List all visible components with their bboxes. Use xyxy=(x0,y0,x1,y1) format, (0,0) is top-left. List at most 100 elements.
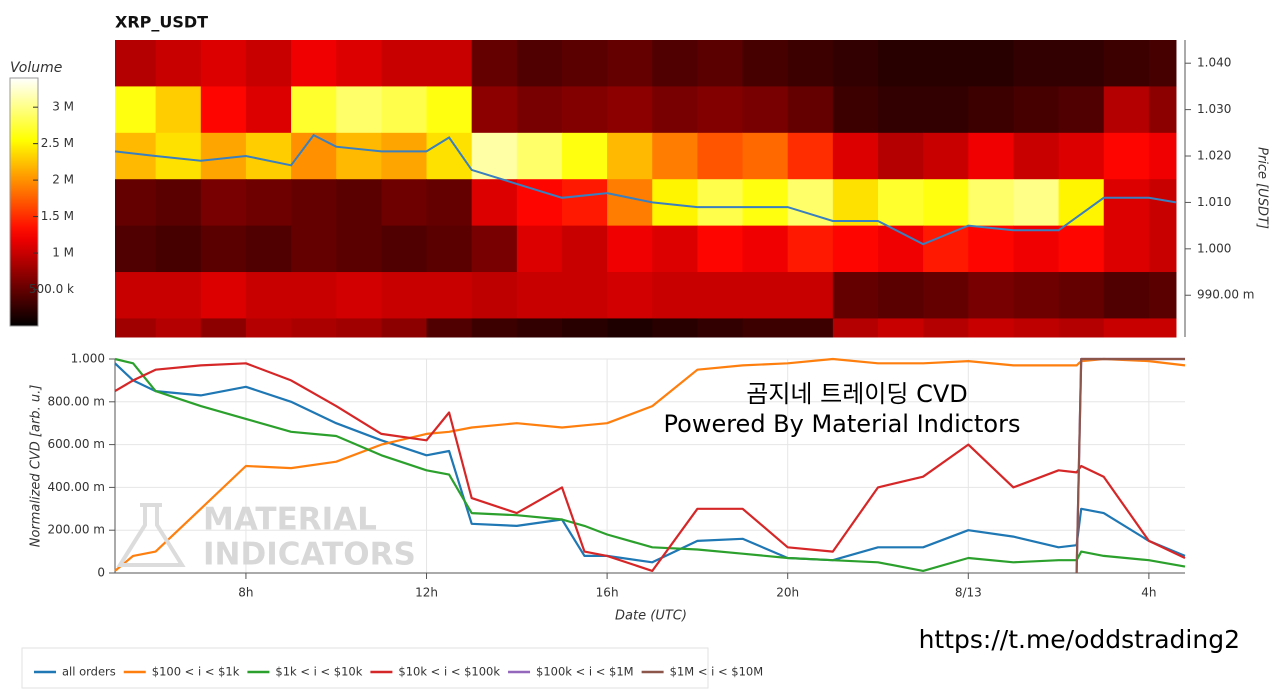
y-axis-label: Price [USDT] xyxy=(1255,147,1270,229)
heatmap-cell xyxy=(336,225,382,273)
heatmap-cell xyxy=(1013,318,1060,338)
heatmap-cell xyxy=(787,86,834,134)
x-tick-label: 20h xyxy=(776,586,799,600)
heatmap-cell xyxy=(426,318,473,338)
heatmap-cell xyxy=(1103,225,1150,273)
watermark-text: INDICATORS xyxy=(203,537,416,573)
heatmap-cell xyxy=(787,40,834,87)
x-tick-label: 12h xyxy=(415,586,438,600)
heatmap-cell xyxy=(291,86,337,134)
heatmap-cell xyxy=(923,40,969,87)
y-tick-label: 990.00 m xyxy=(1197,288,1255,302)
y-axis-label: Normalized CVD [arb. u.] xyxy=(29,385,44,548)
y-tick-label: 1.000 xyxy=(1197,241,1231,255)
heatmap-cell xyxy=(1013,40,1060,87)
heatmap-cell xyxy=(742,86,789,134)
heatmap-cell xyxy=(561,179,608,227)
colorbar-tick-label: 1 M xyxy=(52,246,74,260)
heatmap-cell xyxy=(697,318,744,338)
heatmap-cell xyxy=(652,318,698,338)
y-tick-label: 1.020 xyxy=(1197,149,1231,163)
heatmap-cell xyxy=(607,179,653,227)
heatmap-cell xyxy=(471,86,518,134)
heatmap-cell xyxy=(381,132,428,180)
heatmap-cell xyxy=(742,225,789,273)
legend-label: $100k < i < $1M xyxy=(536,665,634,679)
heatmap-cell xyxy=(742,179,789,227)
heatmap-cell xyxy=(1013,272,1060,319)
heatmap-cell xyxy=(697,86,744,134)
y-tick-label: 200.00 m xyxy=(48,523,106,537)
x-tick-label: 4h xyxy=(1141,586,1156,600)
heatmap-cell xyxy=(968,86,1014,134)
heatmap-cell xyxy=(607,86,653,134)
annotation: 곰지네 트레이딩 CVD xyxy=(746,380,967,408)
heatmap-cell xyxy=(923,272,969,319)
price-line xyxy=(114,133,1177,246)
heatmap-cell xyxy=(832,86,879,134)
heatmap-cell xyxy=(742,132,789,180)
heatmap-cell xyxy=(968,225,1014,273)
heatmap-cell xyxy=(426,132,473,180)
heatmap-cell xyxy=(877,86,924,134)
heatmap-cell xyxy=(336,40,382,87)
heatmap-cell xyxy=(291,272,337,319)
heatmap-cell xyxy=(968,318,1014,338)
watermark-text: MATERIAL xyxy=(203,502,377,538)
heatmap-cell xyxy=(115,86,157,134)
heatmap-cell xyxy=(516,86,563,134)
heatmap-cell xyxy=(336,86,382,134)
heatmap-cell xyxy=(832,272,879,319)
heatmap-cell xyxy=(652,272,698,319)
heatmap-cell xyxy=(115,225,157,273)
heatmap-cell xyxy=(336,318,382,338)
heatmap-cell xyxy=(471,40,518,87)
series-line xyxy=(114,362,1186,572)
heatmap-cell xyxy=(1103,272,1150,319)
heatmap-cell xyxy=(155,86,202,134)
heatmap-cell xyxy=(1103,40,1150,87)
heatmap-cell xyxy=(923,179,969,227)
heatmap-cell xyxy=(1058,86,1105,134)
heatmap-cell xyxy=(923,132,969,180)
heatmap-cell xyxy=(516,225,563,273)
heatmap-cell xyxy=(968,272,1014,319)
heatmap-cell xyxy=(1013,225,1060,273)
heatmap-cell xyxy=(516,272,563,319)
heatmap-cell xyxy=(561,86,608,134)
heatmap-cell xyxy=(1148,132,1177,180)
heatmap-cell xyxy=(877,179,924,227)
grid xyxy=(115,358,1185,574)
heatmap-cell xyxy=(471,318,518,338)
y-tick-label: 1.030 xyxy=(1197,102,1231,116)
heatmap-cell xyxy=(652,86,698,134)
heatmap-cell xyxy=(787,272,834,319)
heatmap-cell xyxy=(561,318,608,338)
heatmap-cell xyxy=(697,225,744,273)
heatmap-cell xyxy=(245,132,292,180)
heatmap-cell xyxy=(1148,318,1177,338)
series-line xyxy=(1075,357,1185,574)
heatmap-cell xyxy=(381,40,428,87)
heatmap-cell xyxy=(1058,318,1105,338)
heatmap-cell xyxy=(291,179,337,227)
heatmap-cell xyxy=(381,179,428,227)
heatmap-cell xyxy=(115,40,157,87)
heatmap-cell xyxy=(381,86,428,134)
series-line xyxy=(114,357,1186,572)
heatmap-cell xyxy=(426,40,473,87)
heatmap-cell xyxy=(115,272,157,319)
colorbar-tick-label: 3 M xyxy=(52,100,74,114)
colorbar-tick-label: 1.5 M xyxy=(41,209,74,223)
chart-title: XRP_USDT xyxy=(115,13,208,32)
heatmap-cell xyxy=(607,40,653,87)
heatmap-cell xyxy=(115,179,157,227)
heatmap-cell xyxy=(1058,40,1105,87)
watermark: MATERIAL INDICATORS xyxy=(116,502,416,573)
heatmap-cell xyxy=(245,272,292,319)
heatmap-cell xyxy=(968,132,1014,180)
legend-box xyxy=(21,647,709,689)
heatmap-cell xyxy=(471,225,518,273)
heatmap-cell xyxy=(336,179,382,227)
